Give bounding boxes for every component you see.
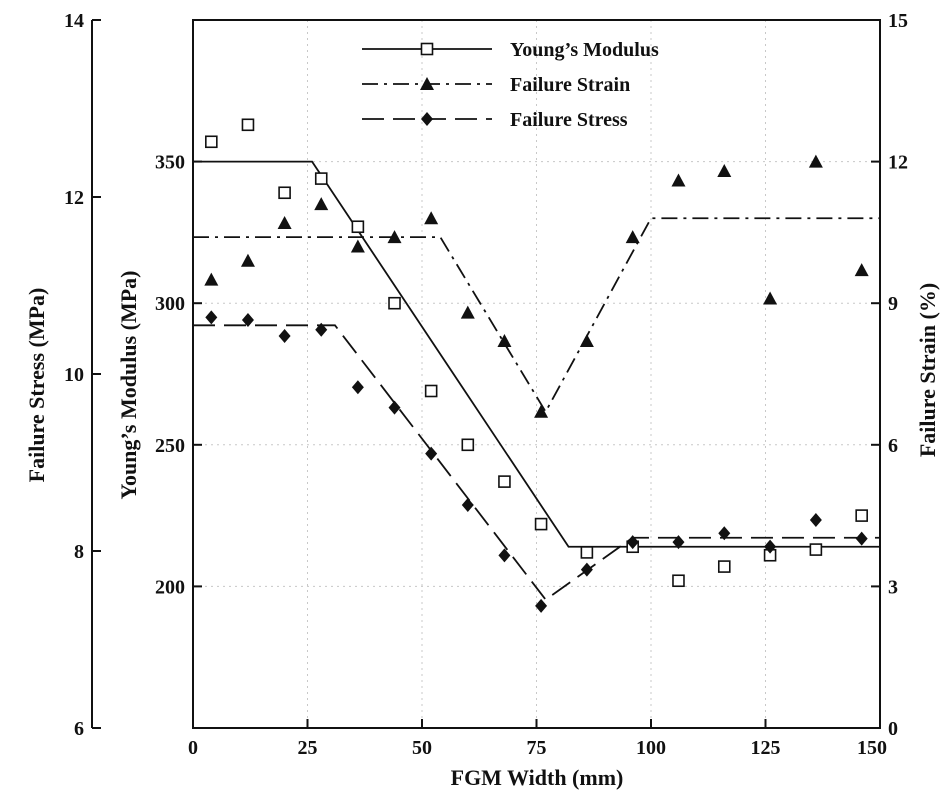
young-s-modulus-point — [672, 574, 685, 588]
failure-stress-point — [315, 322, 328, 337]
failure-strain-point — [625, 230, 640, 244]
failure-stress-axis-title: Failure Stress (MPa) — [24, 288, 49, 483]
legend: Young’s Modulus Failure Strain Failure Str… — [362, 39, 659, 131]
young-s-modulus-point — [534, 517, 548, 531]
young-s-modulus-point — [855, 509, 868, 522]
failure-stress-point — [498, 548, 511, 563]
failure-stress-point — [809, 513, 822, 528]
x-tick-label: 75 — [527, 737, 547, 759]
failure-strain-point — [424, 211, 439, 225]
youngs-modulus-tick-label: 250 — [155, 435, 185, 457]
failure-stress-tick-label: 8 — [74, 541, 84, 563]
youngs-modulus-tick-label: 200 — [155, 576, 185, 598]
failure-strain-point — [460, 305, 475, 319]
legend-marker — [421, 112, 433, 126]
youngs-modulus-tick-label: 300 — [155, 293, 185, 315]
failure-stress-point — [855, 531, 868, 546]
young-s-modulus-point — [388, 296, 401, 310]
legend-label: Young’s Modulus — [510, 39, 659, 61]
youngs-modulus-tick-label: 350 — [155, 152, 185, 174]
young-s-modulus-point — [205, 135, 218, 149]
failure-stress-point — [535, 598, 548, 613]
failure-strain-tick-label: 3 — [888, 576, 898, 598]
failure-strain-tick-label: 12 — [888, 152, 908, 174]
axes: 0 25 50 75 100 125 150 6 8 10 12 14 200 250 300 350 0 3 6 9… — [64, 10, 908, 759]
failure-strain-point — [314, 197, 329, 211]
failure-stress-point — [764, 539, 777, 554]
failure-strain-point — [497, 333, 512, 347]
x-tick-label: 0 — [188, 737, 198, 759]
failure-stress-point — [672, 535, 685, 550]
legend-label: Failure Strain — [510, 74, 630, 96]
failure-strain-axis-title: Failure Strain (%) — [915, 283, 940, 457]
series-young-s-modulus — [193, 118, 880, 588]
series-failure-strain — [193, 154, 880, 418]
failure-strain-point — [387, 230, 402, 244]
legend-item-failure-strain: Failure Strain — [362, 74, 630, 96]
failure-stress-point — [626, 535, 639, 550]
failure-strain-point — [671, 173, 686, 187]
legend-marker — [420, 77, 434, 90]
failure-stress-point — [205, 310, 218, 325]
failure-stress-point — [425, 446, 438, 461]
x-tick-label: 50 — [412, 737, 432, 759]
failure-strain-point — [854, 263, 869, 277]
young-s-modulus-point — [717, 560, 731, 573]
series-layer — [193, 118, 880, 613]
youngs-modulus-axis-title: Young’s Modulus (MPa) — [116, 271, 141, 500]
failure-strain-tick-label: 9 — [888, 293, 898, 315]
failure-strain-tick-label: 0 — [888, 718, 898, 740]
x-tick-label: 150 — [857, 737, 887, 759]
failure-strain-point — [534, 404, 549, 418]
young-s-modulus-fit-line — [193, 160, 880, 548]
x-axis-title: FGM Width (mm) — [451, 765, 624, 790]
young-s-modulus-point — [498, 475, 511, 488]
young-s-modulus-point — [278, 186, 291, 200]
failure-stress-tick-label: 6 — [74, 718, 84, 740]
failure-strain-point — [277, 215, 292, 229]
young-s-modulus-point — [314, 172, 328, 185]
young-s-modulus-point — [809, 543, 823, 556]
young-s-modulus-point — [351, 220, 365, 234]
legend-label: Failure Stress — [510, 109, 628, 131]
failure-strain-fit-line — [193, 217, 880, 414]
series-failure-stress — [193, 310, 880, 613]
failure-stress-point — [278, 328, 291, 343]
failure-strain-point — [350, 239, 365, 253]
failure-stress-fit-line — [193, 324, 880, 601]
failure-stress-point — [388, 400, 401, 415]
failure-stress-tick-label: 12 — [64, 187, 84, 209]
failure-strain-point — [204, 272, 219, 286]
legend-item-young-s-modulus: Young’s Modulus — [362, 39, 659, 61]
failure-stress-point — [580, 562, 593, 577]
failure-strain-point — [240, 253, 255, 267]
failure-stress-tick-label: 10 — [64, 364, 84, 386]
failure-stress-point — [351, 380, 364, 395]
failure-strain-point — [579, 333, 594, 347]
failure-strain-point — [763, 291, 778, 305]
young-s-modulus-point — [580, 546, 594, 559]
failure-strain-point — [808, 154, 823, 168]
legend-marker — [420, 42, 434, 56]
legend-item-failure-stress: Failure Stress — [362, 109, 628, 131]
failure-stress-tick-label: 14 — [64, 10, 84, 32]
failure-strain-tick-label: 6 — [888, 435, 898, 457]
young-s-modulus-point — [241, 118, 255, 132]
x-tick-label: 100 — [636, 737, 666, 759]
x-tick-label: 25 — [298, 737, 318, 759]
failure-strain-tick-label: 15 — [888, 10, 908, 32]
failure-stress-point — [718, 526, 731, 541]
young-s-modulus-point — [461, 438, 475, 452]
young-s-modulus-point — [424, 384, 438, 398]
failure-stress-point — [461, 497, 474, 512]
failure-strain-point — [717, 164, 732, 178]
failure-stress-point — [241, 313, 254, 328]
x-tick-label: 125 — [751, 737, 781, 759]
